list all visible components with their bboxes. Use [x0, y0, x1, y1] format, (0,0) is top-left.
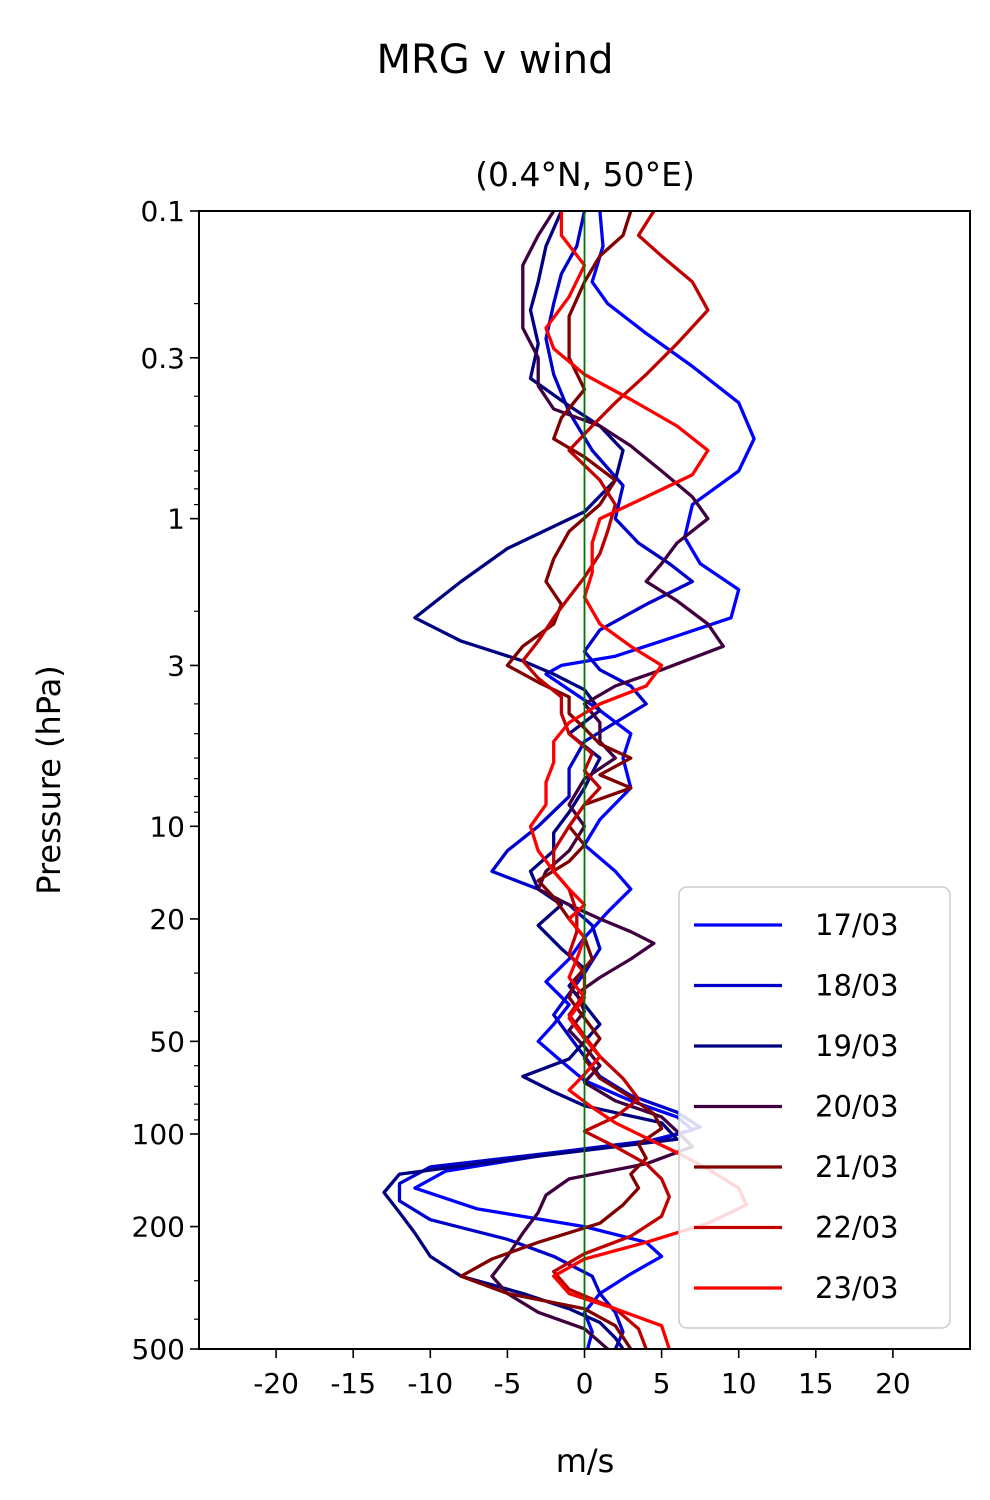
legend-label: 20/03: [815, 1090, 899, 1124]
series-line-0: [413, 211, 756, 1349]
x-tick-label: 20: [875, 1367, 911, 1400]
chart-title: MRG v wind: [377, 37, 614, 83]
y-tick-label: 500: [132, 1333, 185, 1366]
legend-label: 21/03: [815, 1150, 899, 1184]
y-tick-label: 50: [149, 1025, 185, 1058]
x-tick-label: 0: [576, 1367, 594, 1400]
legend: 17/03 18/03 19/03 20/03 21/03 22/03 23/03: [678, 886, 951, 1329]
legend-label: 22/03: [815, 1211, 899, 1245]
legend-frame: [678, 886, 951, 1329]
y-tick-label: 100: [132, 1118, 185, 1151]
x-tick-label: -10: [407, 1367, 453, 1400]
x-tick-label: 15: [798, 1367, 834, 1400]
series-line-4: [459, 211, 664, 1349]
x-tick-label: -20: [253, 1367, 299, 1400]
x-tick-label: 10: [721, 1367, 757, 1400]
y-tick-label: 200: [132, 1211, 185, 1244]
series-line-1: [397, 211, 702, 1349]
y-tick-label: 0.1: [140, 195, 185, 228]
y-tick-label: 1: [167, 503, 185, 536]
y-tick-label: 20: [149, 903, 185, 936]
legend-label: 18/03: [815, 969, 899, 1003]
y-tick-label: 0.3: [140, 342, 185, 375]
x-tick-label: -15: [330, 1367, 376, 1400]
y-axis-label: Pressure (hPa): [30, 665, 68, 895]
y-axis: 0.1 0.3 1 3 10 20 50 100 200 500: [132, 195, 199, 1366]
y-tick-label: 10: [149, 810, 185, 843]
x-tick-label: -5: [493, 1367, 521, 1400]
legend-label: 23/03: [815, 1271, 899, 1305]
legend-label: 19/03: [815, 1029, 899, 1063]
series-line-3: [490, 211, 725, 1349]
chart-subtitle: (0.4°N, 50°E): [475, 155, 695, 194]
series-line-5: [521, 211, 710, 1349]
x-axis: -20 -15 -10 -5 0 5 10 15 20: [253, 1349, 911, 1400]
y-tick-label: 3: [167, 649, 185, 682]
legend-label: 17/03: [815, 908, 899, 942]
x-axis-label: m/s: [556, 1442, 615, 1480]
x-tick-label: 5: [653, 1367, 671, 1400]
